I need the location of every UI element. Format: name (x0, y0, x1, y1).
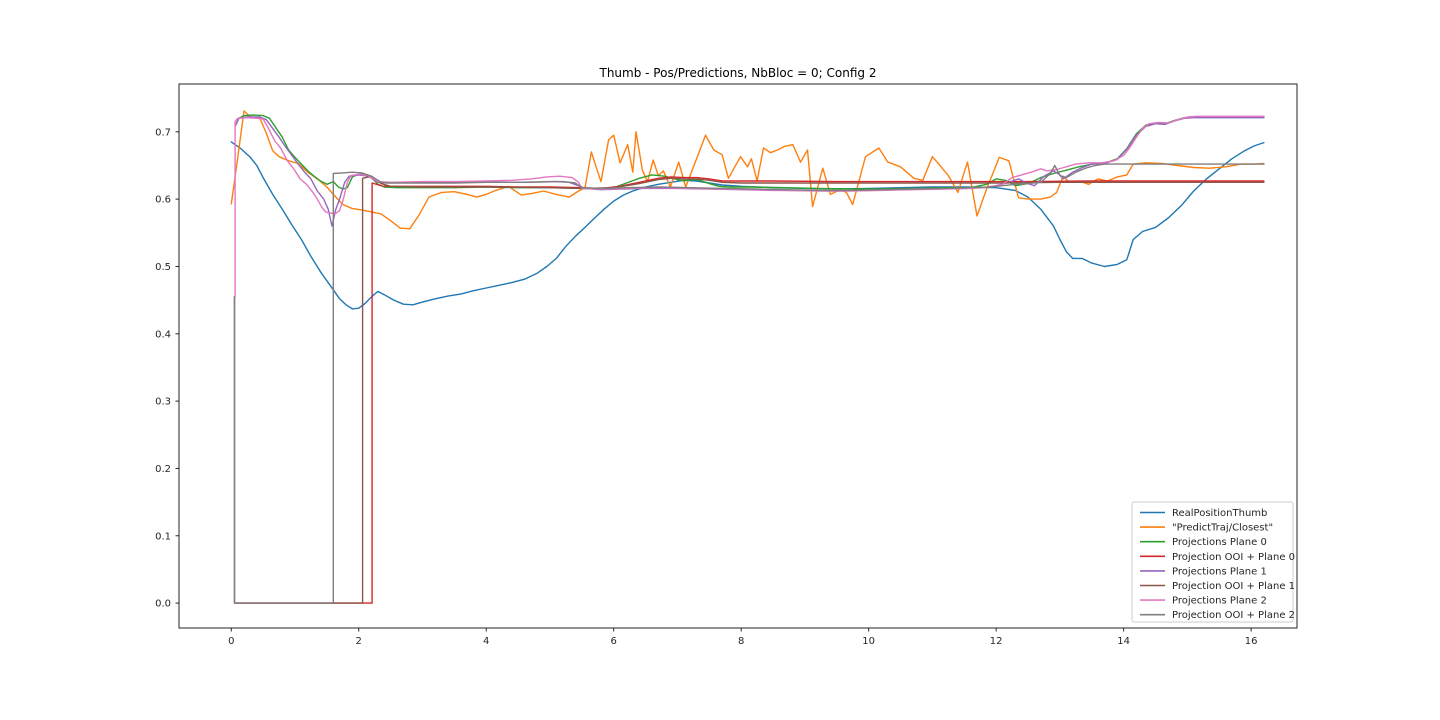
legend-label-6: Projections Plane 2 (1172, 596, 1267, 607)
y-tick-label: 0.6 (155, 195, 171, 206)
y-tick-label: 0.3 (155, 397, 171, 408)
legend-label-1: "PredictTraj/Closest" (1172, 523, 1273, 534)
x-tick-label: 6 (611, 636, 617, 647)
y-tick-label: 0.0 (155, 599, 171, 610)
series-line-3 (234, 176, 1265, 604)
series-line-5 (233, 175, 1265, 604)
x-tick-label: 14 (1117, 636, 1130, 647)
chart-title: Thumb - Pos/Predictions, NbBloc = 0; Con… (599, 66, 877, 80)
y-tick-label: 0.2 (155, 464, 171, 475)
x-tick-label: 2 (356, 636, 362, 647)
x-tick-label: 4 (483, 636, 489, 647)
legend-label-4: Projections Plane 1 (1172, 566, 1267, 577)
series-line-4 (234, 116, 1265, 227)
y-tick-label: 0.5 (155, 262, 171, 273)
legend-label-0: RealPositionThumb (1172, 508, 1267, 519)
plot-area (178, 83, 1298, 629)
y-tick-label: 0.4 (155, 329, 171, 340)
legend-label-5: Projection OOI + Plane 1 (1172, 581, 1295, 592)
series-line-6 (234, 115, 1265, 298)
legend-box (1131, 501, 1294, 623)
series-line-7 (233, 163, 1265, 604)
y-tick-label: 0.7 (155, 127, 171, 138)
x-tick-label: 8 (738, 636, 744, 647)
y-tick-label: 0.1 (155, 531, 171, 542)
series-line-2 (234, 114, 1265, 190)
x-tick-label: 12 (990, 636, 1003, 647)
x-tick-label: 16 (1245, 636, 1258, 647)
x-tick-label: 10 (862, 636, 875, 647)
legend-label-3: Projection OOI + Plane 0 (1172, 552, 1295, 563)
legend-label-2: Projections Plane 0 (1172, 537, 1267, 548)
legend-label-7: Projection OOI + Plane 2 (1172, 610, 1295, 621)
series-line-1 (230, 110, 1265, 230)
series-line-0 (230, 141, 1265, 310)
x-tick-label: 0 (228, 636, 234, 647)
